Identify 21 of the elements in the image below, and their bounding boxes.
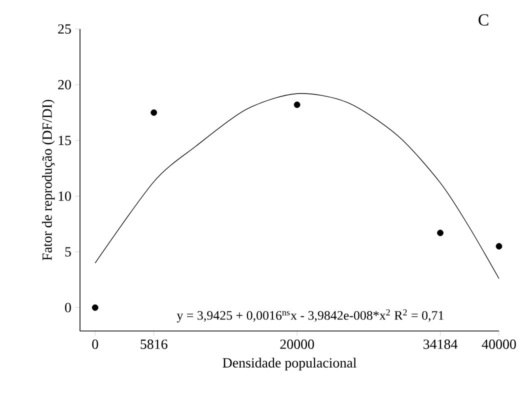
x-tick-label: 5816 <box>140 340 168 349</box>
annotation: y = 3,9425 + 0,0016$^{ns}$x - 3,9842e-008*x$^{2}$ R$^{2}$ = 0,71 <box>176 309 444 322</box>
y-tick-label: 25 <box>58 24 71 34</box>
point <box>496 243 502 250</box>
y-axis-title: Fator de reprodução (DF/DI) <box>42 100 55 260</box>
y-tick-label: 15 <box>58 136 71 146</box>
x-tick-label: 0 <box>92 340 98 349</box>
text: C <box>478 14 488 26</box>
x-tick-label: 20000 <box>280 340 314 349</box>
x-tick-label: 40000 <box>482 340 516 349</box>
line-series <box>94 93 500 279</box>
x-axis-title: Densidade populacional <box>222 358 356 370</box>
y-tick-label: 5 <box>65 247 71 257</box>
point <box>150 109 158 116</box>
point <box>437 230 444 236</box>
y-tick-label: 20 <box>58 80 71 90</box>
point <box>92 304 98 311</box>
x-tick-label: 34184 <box>424 340 458 349</box>
y-tick-label: 10 <box>58 191 71 201</box>
point <box>294 102 300 108</box>
y-tick-label: 0 <box>65 302 71 312</box>
